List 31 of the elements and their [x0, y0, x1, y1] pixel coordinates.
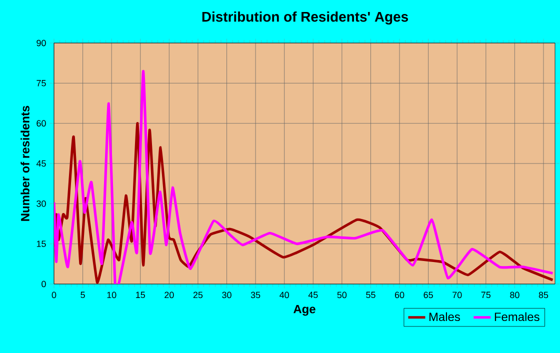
x-tick-label: 0 [52, 292, 56, 298]
x-tick-label: 60 [394, 292, 404, 298]
x-tick-label: 40 [280, 292, 289, 298]
x-tick-label: 50 [337, 292, 347, 298]
y-tick-label: 30 [36, 200, 46, 207]
x-tick-label: 70 [452, 292, 462, 298]
x-tick-label: 55 [366, 292, 376, 298]
x-tick-label: 35 [250, 292, 260, 298]
y-tick-label: 90 [36, 40, 46, 46]
x-tick-label: 45 [308, 292, 318, 298]
x-tick-label: 30 [222, 292, 232, 298]
x-tick-label: 20 [164, 292, 174, 298]
y-tick-label: 0 [42, 280, 46, 288]
y-tick-label: 60 [36, 120, 46, 127]
legend-label: Males [430, 312, 460, 322]
x-axis-title: Age [294, 304, 316, 316]
x-tick-label: 5 [80, 292, 85, 298]
x-tick-label: 25 [193, 292, 203, 298]
line-series [54, 70, 554, 284]
x-tick-label: 10 [107, 292, 116, 298]
x-tick-label: 65 [424, 292, 433, 298]
x-tick-label: 85 [538, 292, 548, 298]
y-tick-label: 15 [36, 240, 46, 247]
x-tick-label: 75 [481, 292, 491, 298]
x-tick-label: 15 [136, 292, 145, 298]
y-tick-label: 45 [36, 160, 46, 167]
legend-label: Females [494, 312, 540, 322]
x-tick-label: 80 [510, 292, 520, 298]
y-axis-title: Number of residents [20, 106, 30, 221]
chart-title: Distribution of Residents' Ages [202, 11, 408, 25]
y-tick-label: 75 [36, 80, 46, 86]
